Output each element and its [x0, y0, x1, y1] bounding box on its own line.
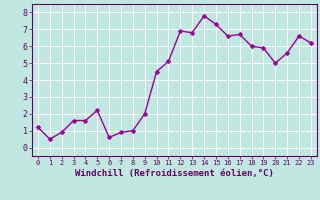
X-axis label: Windchill (Refroidissement éolien,°C): Windchill (Refroidissement éolien,°C) [75, 169, 274, 178]
